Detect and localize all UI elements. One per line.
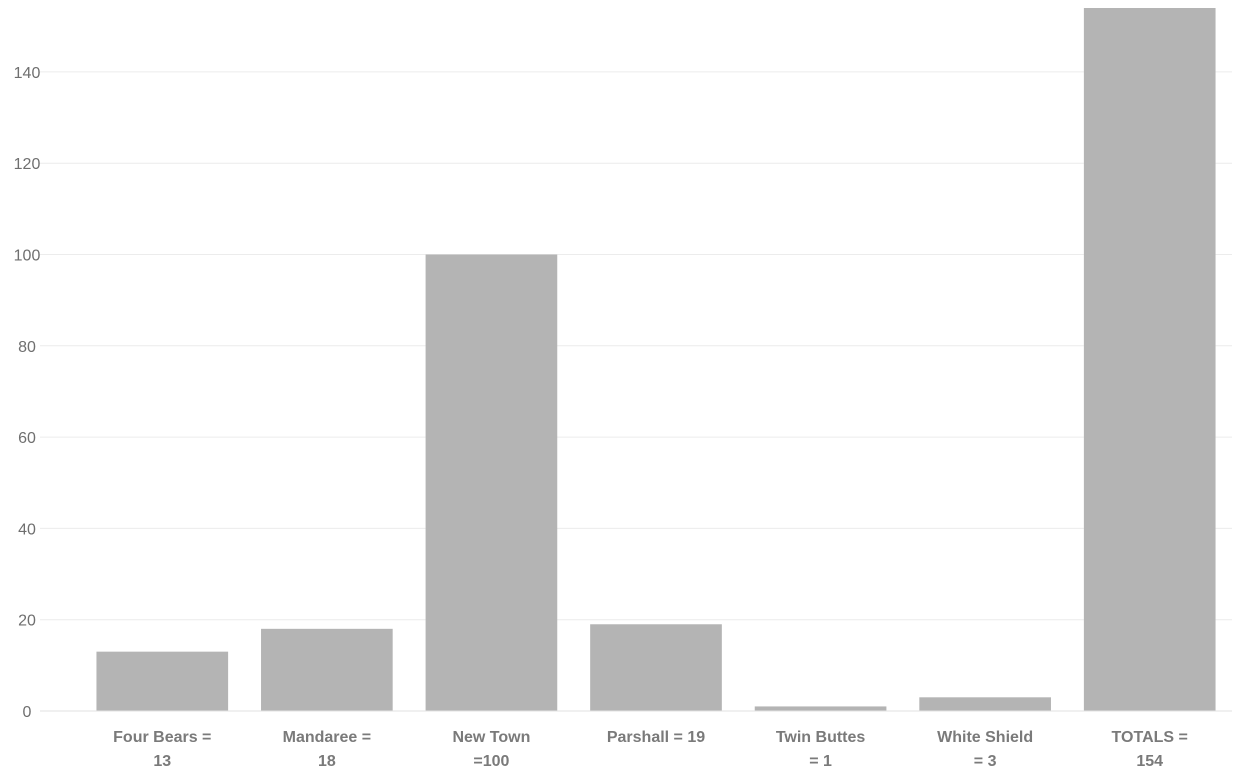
bars bbox=[96, 8, 1216, 711]
x-tick-label: White Shield = 3 bbox=[937, 729, 1033, 770]
x-tick-label-line: Four Bears = bbox=[113, 729, 211, 746]
y-tick-label: 100 bbox=[14, 248, 41, 265]
x-tick-label-line: 154 bbox=[1136, 753, 1163, 770]
bar bbox=[261, 628, 393, 711]
x-tick-label: New Town =100 bbox=[452, 729, 530, 770]
x-axis-labels: Four Bears = 13 Mandaree = 18 New Town =100 Pa… bbox=[113, 729, 1188, 770]
y-tick-label: 20 bbox=[18, 613, 36, 630]
bar bbox=[919, 697, 1051, 711]
bar bbox=[1083, 8, 1216, 711]
bar bbox=[96, 651, 229, 711]
grid-lines bbox=[40, 71, 1232, 621]
x-tick-label: TOTALS = 154 bbox=[1112, 729, 1188, 770]
x-tick-label-line: Twin Buttes bbox=[776, 729, 866, 746]
y-tick-label: 40 bbox=[18, 521, 36, 538]
x-tick-label-line: 13 bbox=[153, 753, 171, 770]
x-tick-label-line: TOTALS = bbox=[1112, 729, 1188, 746]
x-tick-label: Twin Buttes = 1 bbox=[776, 729, 866, 770]
bar bbox=[590, 624, 722, 711]
y-tick-label: 0 bbox=[23, 704, 32, 721]
x-tick-label: Mandaree = 18 bbox=[283, 729, 371, 770]
y-tick-label: 80 bbox=[18, 339, 36, 356]
x-tick-label: Parshall = 19 bbox=[607, 729, 705, 746]
y-tick-label: 60 bbox=[18, 430, 36, 447]
x-tick-label-line: = 3 bbox=[974, 753, 997, 770]
x-tick-label: Four Bears = 13 bbox=[113, 729, 211, 770]
bar bbox=[754, 706, 887, 711]
x-tick-label-line: Parshall = 19 bbox=[607, 729, 705, 746]
x-tick-label-line: White Shield bbox=[937, 729, 1033, 746]
x-tick-label-line: New Town bbox=[452, 729, 530, 746]
x-tick-label-line: = 1 bbox=[809, 753, 832, 770]
y-tick-label: 120 bbox=[14, 156, 41, 173]
y-axis-ticks: 0 20 40 60 80 100 120 140 bbox=[14, 65, 41, 721]
x-tick-label-line: 18 bbox=[318, 753, 336, 770]
y-tick-label: 140 bbox=[14, 65, 41, 82]
bar bbox=[425, 254, 558, 711]
x-tick-label-line: =100 bbox=[473, 753, 509, 770]
x-tick-label-line: Mandaree = bbox=[283, 729, 371, 746]
